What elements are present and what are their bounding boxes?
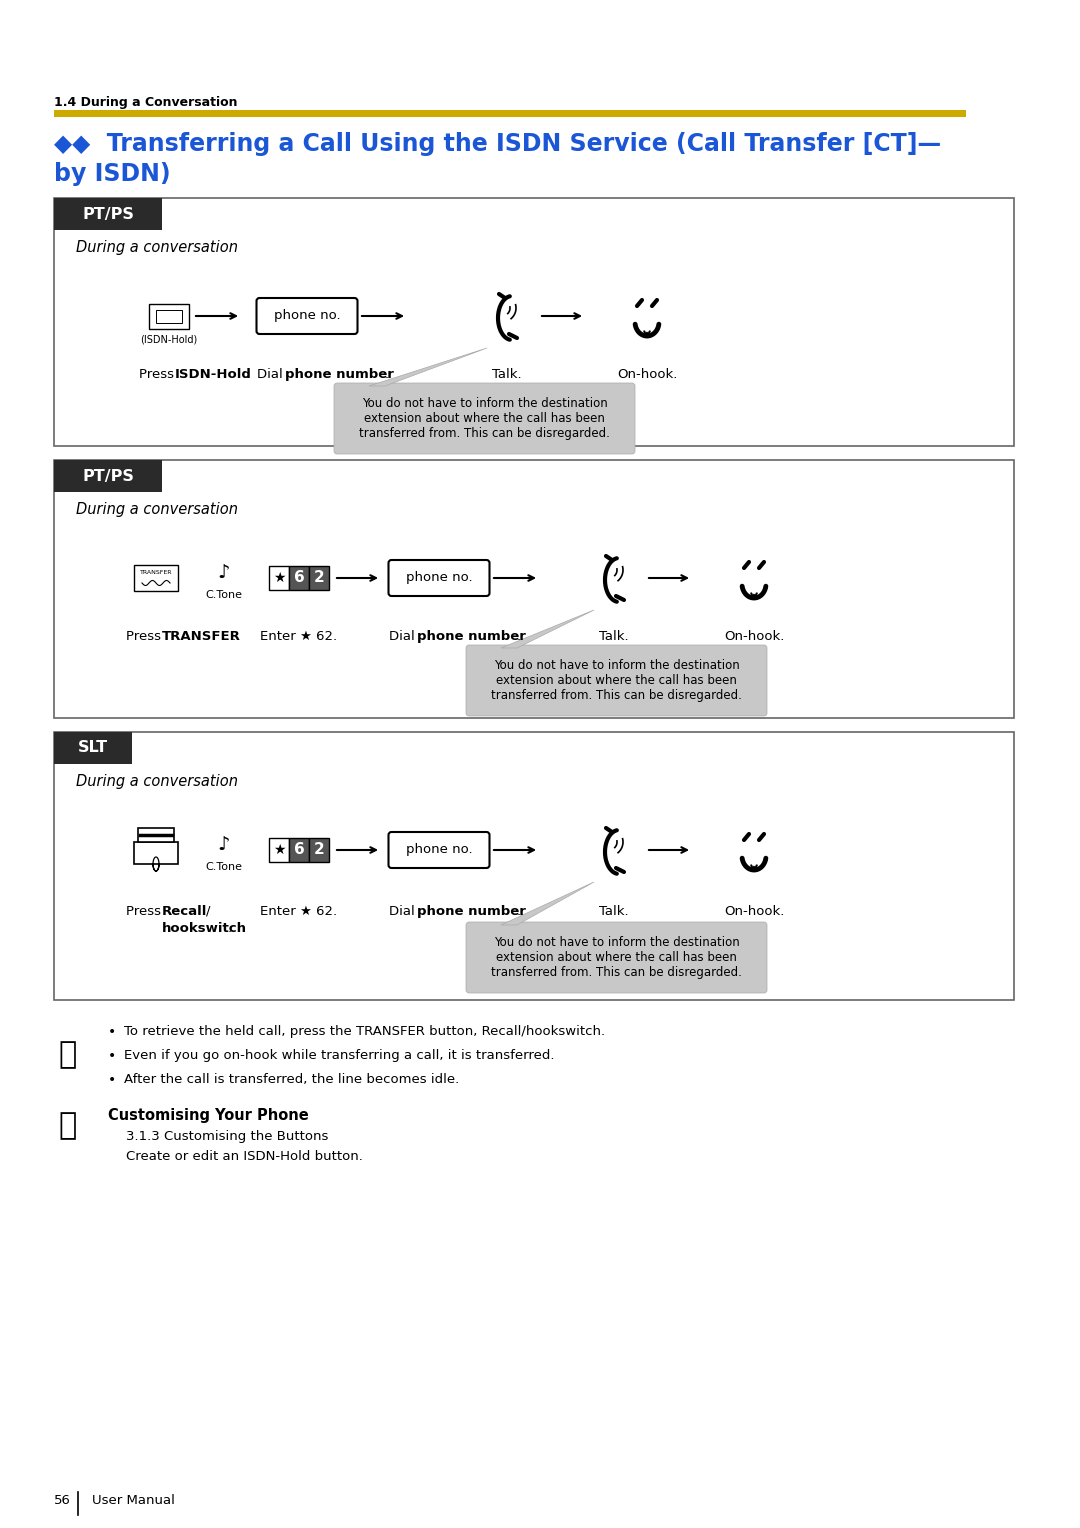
Text: 📋: 📋 <box>59 1041 77 1070</box>
Polygon shape <box>501 882 594 924</box>
Text: Press: Press <box>126 905 165 918</box>
Text: phone no.: phone no. <box>406 571 472 585</box>
Text: /: / <box>206 905 211 918</box>
Text: •: • <box>108 1073 117 1086</box>
Text: PT/PS: PT/PS <box>82 469 134 483</box>
FancyBboxPatch shape <box>269 565 289 590</box>
Text: ★: ★ <box>273 571 285 585</box>
Text: Talk.: Talk. <box>599 905 629 918</box>
Text: Enter ★ 62.: Enter ★ 62. <box>260 905 338 918</box>
Text: Dial: Dial <box>389 905 419 918</box>
FancyBboxPatch shape <box>138 828 174 842</box>
Text: by ISDN): by ISDN) <box>54 162 171 186</box>
Text: After the call is transferred, the line becomes idle.: After the call is transferred, the line … <box>124 1073 459 1086</box>
Text: 3.1.3 Customising the Buttons: 3.1.3 Customising the Buttons <box>126 1131 328 1143</box>
Text: On-hook.: On-hook. <box>724 905 784 918</box>
FancyBboxPatch shape <box>465 645 767 717</box>
FancyBboxPatch shape <box>289 837 309 862</box>
Text: Talk.: Talk. <box>492 368 522 380</box>
FancyBboxPatch shape <box>465 921 767 993</box>
Text: Press: Press <box>139 368 178 380</box>
Text: 2: 2 <box>313 570 324 585</box>
Text: phone no.: phone no. <box>273 310 340 322</box>
Text: During a conversation: During a conversation <box>76 503 238 516</box>
FancyBboxPatch shape <box>289 565 309 590</box>
Text: You do not have to inform the destination
extension about where the call has bee: You do not have to inform the destinatio… <box>491 937 742 979</box>
Text: .: . <box>228 921 232 935</box>
Text: •: • <box>108 1025 117 1039</box>
Bar <box>54 110 966 118</box>
FancyBboxPatch shape <box>309 565 329 590</box>
Text: phone number: phone number <box>417 630 526 643</box>
FancyBboxPatch shape <box>156 310 183 322</box>
Text: Press: Press <box>126 630 165 643</box>
Text: Enter ★ 62.: Enter ★ 62. <box>260 630 338 643</box>
Text: 2: 2 <box>313 842 324 857</box>
Text: phone number: phone number <box>285 368 394 380</box>
Text: You do not have to inform the destination
extension about where the call has bee: You do not have to inform the destinatio… <box>491 659 742 701</box>
Text: Recall: Recall <box>162 905 207 918</box>
Polygon shape <box>369 348 487 387</box>
Text: 56: 56 <box>54 1493 71 1507</box>
FancyBboxPatch shape <box>54 460 1014 718</box>
FancyBboxPatch shape <box>54 460 162 492</box>
FancyBboxPatch shape <box>134 565 178 591</box>
FancyBboxPatch shape <box>54 199 162 231</box>
Text: SLT: SLT <box>78 741 108 755</box>
FancyBboxPatch shape <box>257 298 357 335</box>
Text: Dial: Dial <box>257 368 287 380</box>
Text: Customising Your Phone: Customising Your Phone <box>108 1108 309 1123</box>
Text: .: . <box>517 630 522 643</box>
Text: hookswitch: hookswitch <box>162 921 247 935</box>
Text: 6: 6 <box>294 842 305 857</box>
Text: You do not have to inform the destination
extension about where the call has bee: You do not have to inform the destinatio… <box>359 397 610 440</box>
Text: ♪: ♪ <box>218 564 230 582</box>
Text: •: • <box>108 1050 117 1063</box>
Text: ISDN-Hold: ISDN-Hold <box>175 368 252 380</box>
FancyBboxPatch shape <box>134 842 178 863</box>
Text: During a conversation: During a conversation <box>76 775 238 788</box>
Text: phone no.: phone no. <box>406 843 472 857</box>
Text: C.Tone: C.Tone <box>205 590 243 601</box>
FancyBboxPatch shape <box>389 559 489 596</box>
Text: Create or edit an ISDN-Hold button.: Create or edit an ISDN-Hold button. <box>126 1151 363 1163</box>
Text: ★: ★ <box>273 843 285 857</box>
Text: ♪: ♪ <box>218 836 230 854</box>
Text: On-hook.: On-hook. <box>724 630 784 643</box>
Text: On-hook.: On-hook. <box>617 368 677 380</box>
FancyBboxPatch shape <box>54 732 132 764</box>
Text: .: . <box>517 905 522 918</box>
Text: .: . <box>245 368 249 380</box>
FancyBboxPatch shape <box>54 732 1014 999</box>
FancyBboxPatch shape <box>269 837 289 862</box>
Text: (ISDN-Hold): (ISDN-Hold) <box>140 335 198 344</box>
FancyBboxPatch shape <box>149 304 189 329</box>
Text: 💡: 💡 <box>59 1111 77 1140</box>
FancyBboxPatch shape <box>334 384 635 454</box>
FancyBboxPatch shape <box>309 837 329 862</box>
FancyBboxPatch shape <box>54 199 1014 446</box>
Text: User Manual: User Manual <box>92 1493 175 1507</box>
Text: Even if you go on-hook while transferring a call, it is transferred.: Even if you go on-hook while transferrin… <box>124 1050 554 1062</box>
Text: .: . <box>384 368 389 380</box>
Text: PT/PS: PT/PS <box>82 206 134 222</box>
Text: 6: 6 <box>294 570 305 585</box>
Text: .: . <box>232 630 237 643</box>
FancyBboxPatch shape <box>389 833 489 868</box>
Text: C.Tone: C.Tone <box>205 862 243 872</box>
Text: To retrieve the held call, press the TRANSFER button, Recall/hookswitch.: To retrieve the held call, press the TRA… <box>124 1025 605 1038</box>
Text: ◆◆  Transferring a Call Using the ISDN Service (Call Transfer [CT]—: ◆◆ Transferring a Call Using the ISDN Se… <box>54 131 941 156</box>
Text: Talk.: Talk. <box>599 630 629 643</box>
Text: TRANSFER: TRANSFER <box>162 630 241 643</box>
Text: 1.4 During a Conversation: 1.4 During a Conversation <box>54 96 238 108</box>
Polygon shape <box>501 610 594 648</box>
Text: phone number: phone number <box>417 905 526 918</box>
Text: Dial: Dial <box>389 630 419 643</box>
Text: During a conversation: During a conversation <box>76 240 238 255</box>
Text: TRANSFER: TRANSFER <box>139 570 172 576</box>
